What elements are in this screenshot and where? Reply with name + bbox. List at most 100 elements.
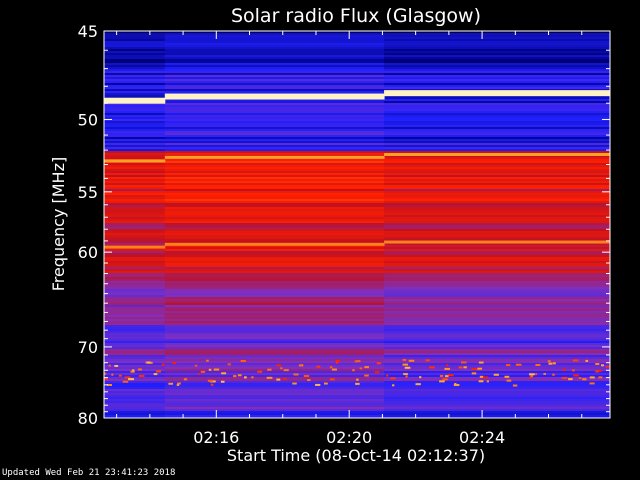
burst-mark — [425, 359, 430, 362]
heatmap-cell — [164, 207, 385, 210]
heatmap-cell — [384, 369, 610, 372]
burst-mark — [200, 370, 206, 373]
x-tick-label: 02:24 — [459, 428, 505, 447]
burst-mark — [315, 383, 321, 386]
heatmap-cell — [164, 351, 385, 354]
burst-mark — [244, 376, 247, 379]
burst-mark — [386, 374, 389, 377]
heatmap-cell — [384, 271, 610, 274]
heatmap-cell — [104, 353, 166, 356]
heatmap-cell — [164, 209, 385, 212]
heatmap-cell — [164, 161, 385, 164]
heatmap-cell — [384, 197, 610, 200]
heatmap-cell — [384, 357, 610, 360]
heatmap-cell — [384, 353, 610, 356]
heatmap-cell — [104, 119, 166, 122]
burst-mark — [251, 376, 254, 379]
heatmap-cell — [164, 37, 385, 40]
heatmap-cell — [384, 117, 610, 120]
heatmap-cell — [164, 149, 385, 152]
heatmap-cell — [104, 383, 166, 386]
heatmap-cell — [164, 287, 385, 290]
heatmap-cell — [104, 39, 166, 42]
heatmap-cell — [384, 171, 610, 174]
heatmap-cell — [164, 51, 385, 54]
heatmap-cell — [384, 263, 610, 266]
burst-mark — [447, 374, 454, 377]
heatmap-cell — [164, 323, 385, 326]
heatmap-cell — [104, 305, 166, 308]
heatmap-cell — [104, 219, 166, 222]
burst-mark — [227, 363, 231, 366]
heatmap-cell — [104, 95, 166, 98]
burst-mark — [276, 364, 282, 367]
burst-mark — [595, 370, 599, 373]
heatmap-cell — [384, 233, 610, 236]
heatmap-cell — [164, 237, 385, 240]
heatmap-cell — [164, 235, 385, 238]
burst-mark — [561, 376, 568, 379]
heatmap-cell — [384, 323, 610, 326]
burst-mark — [504, 375, 510, 378]
heatmap-cell — [384, 291, 610, 294]
heatmap-cell — [164, 239, 385, 242]
heatmap-cell — [384, 145, 610, 148]
heatmap-cell — [104, 291, 166, 294]
heatmap-cell — [384, 367, 610, 370]
heatmap-cell — [104, 319, 166, 322]
heatmap-cell — [104, 337, 166, 340]
burst-mark — [266, 376, 273, 379]
heatmap-cell — [164, 355, 385, 358]
heatmap-cell — [104, 293, 166, 296]
heatmap-cell — [104, 301, 166, 304]
heatmap-cell — [164, 349, 385, 352]
heatmap-cell — [384, 149, 610, 152]
heatmap-cell — [104, 357, 166, 360]
update-timestamp: Updated Wed Feb 21 23:41:23 2018 — [2, 468, 176, 478]
heatmap-cell — [104, 209, 166, 212]
heatmap-cell — [104, 117, 166, 120]
heatmap-cell — [384, 415, 610, 418]
burst-mark — [356, 378, 359, 381]
burst-mark — [128, 378, 135, 381]
heatmap-cell — [384, 363, 610, 366]
heatmap-cell — [104, 103, 166, 106]
heatmap-cell — [384, 115, 610, 118]
heatmap-cell — [104, 369, 166, 372]
heatmap-cell — [164, 203, 385, 206]
heatmap-cell — [104, 403, 166, 406]
burst-mark — [530, 375, 533, 378]
heatmap-cell — [104, 347, 166, 350]
heatmap-cell — [164, 147, 385, 150]
burst-mark — [330, 378, 335, 381]
heatmap-cell — [104, 393, 166, 396]
heatmap-cell — [384, 95, 610, 98]
heatmap-cell — [164, 357, 385, 360]
heatmap-cell — [164, 227, 385, 230]
emission-band — [384, 90, 610, 97]
heatmap-cell — [384, 337, 610, 340]
heatmap-cell — [384, 191, 610, 194]
heatmap-cell — [164, 115, 385, 118]
heatmap-cell — [104, 121, 166, 124]
heatmap-cell — [104, 151, 166, 154]
heatmap-cell — [164, 75, 385, 78]
heatmap-cell — [384, 229, 610, 232]
heatmap-cell — [384, 397, 610, 400]
heatmap-cell — [104, 405, 166, 408]
heatmap-cell — [164, 101, 385, 104]
heatmap-cell — [164, 397, 385, 400]
heatmap-cell — [164, 283, 385, 286]
burst-mark — [506, 379, 512, 382]
heatmap-cell — [164, 381, 385, 384]
emission-band — [384, 152, 610, 156]
heatmap-cell — [384, 189, 610, 192]
heatmap-cell — [384, 259, 610, 262]
heatmap-cell — [104, 259, 166, 262]
burst-mark — [446, 364, 449, 367]
heatmap-cell — [384, 141, 610, 144]
heatmap-cell — [104, 141, 166, 144]
heatmap-cell — [104, 385, 166, 388]
heatmap-cell — [104, 241, 166, 244]
heatmap-cell — [104, 215, 166, 218]
